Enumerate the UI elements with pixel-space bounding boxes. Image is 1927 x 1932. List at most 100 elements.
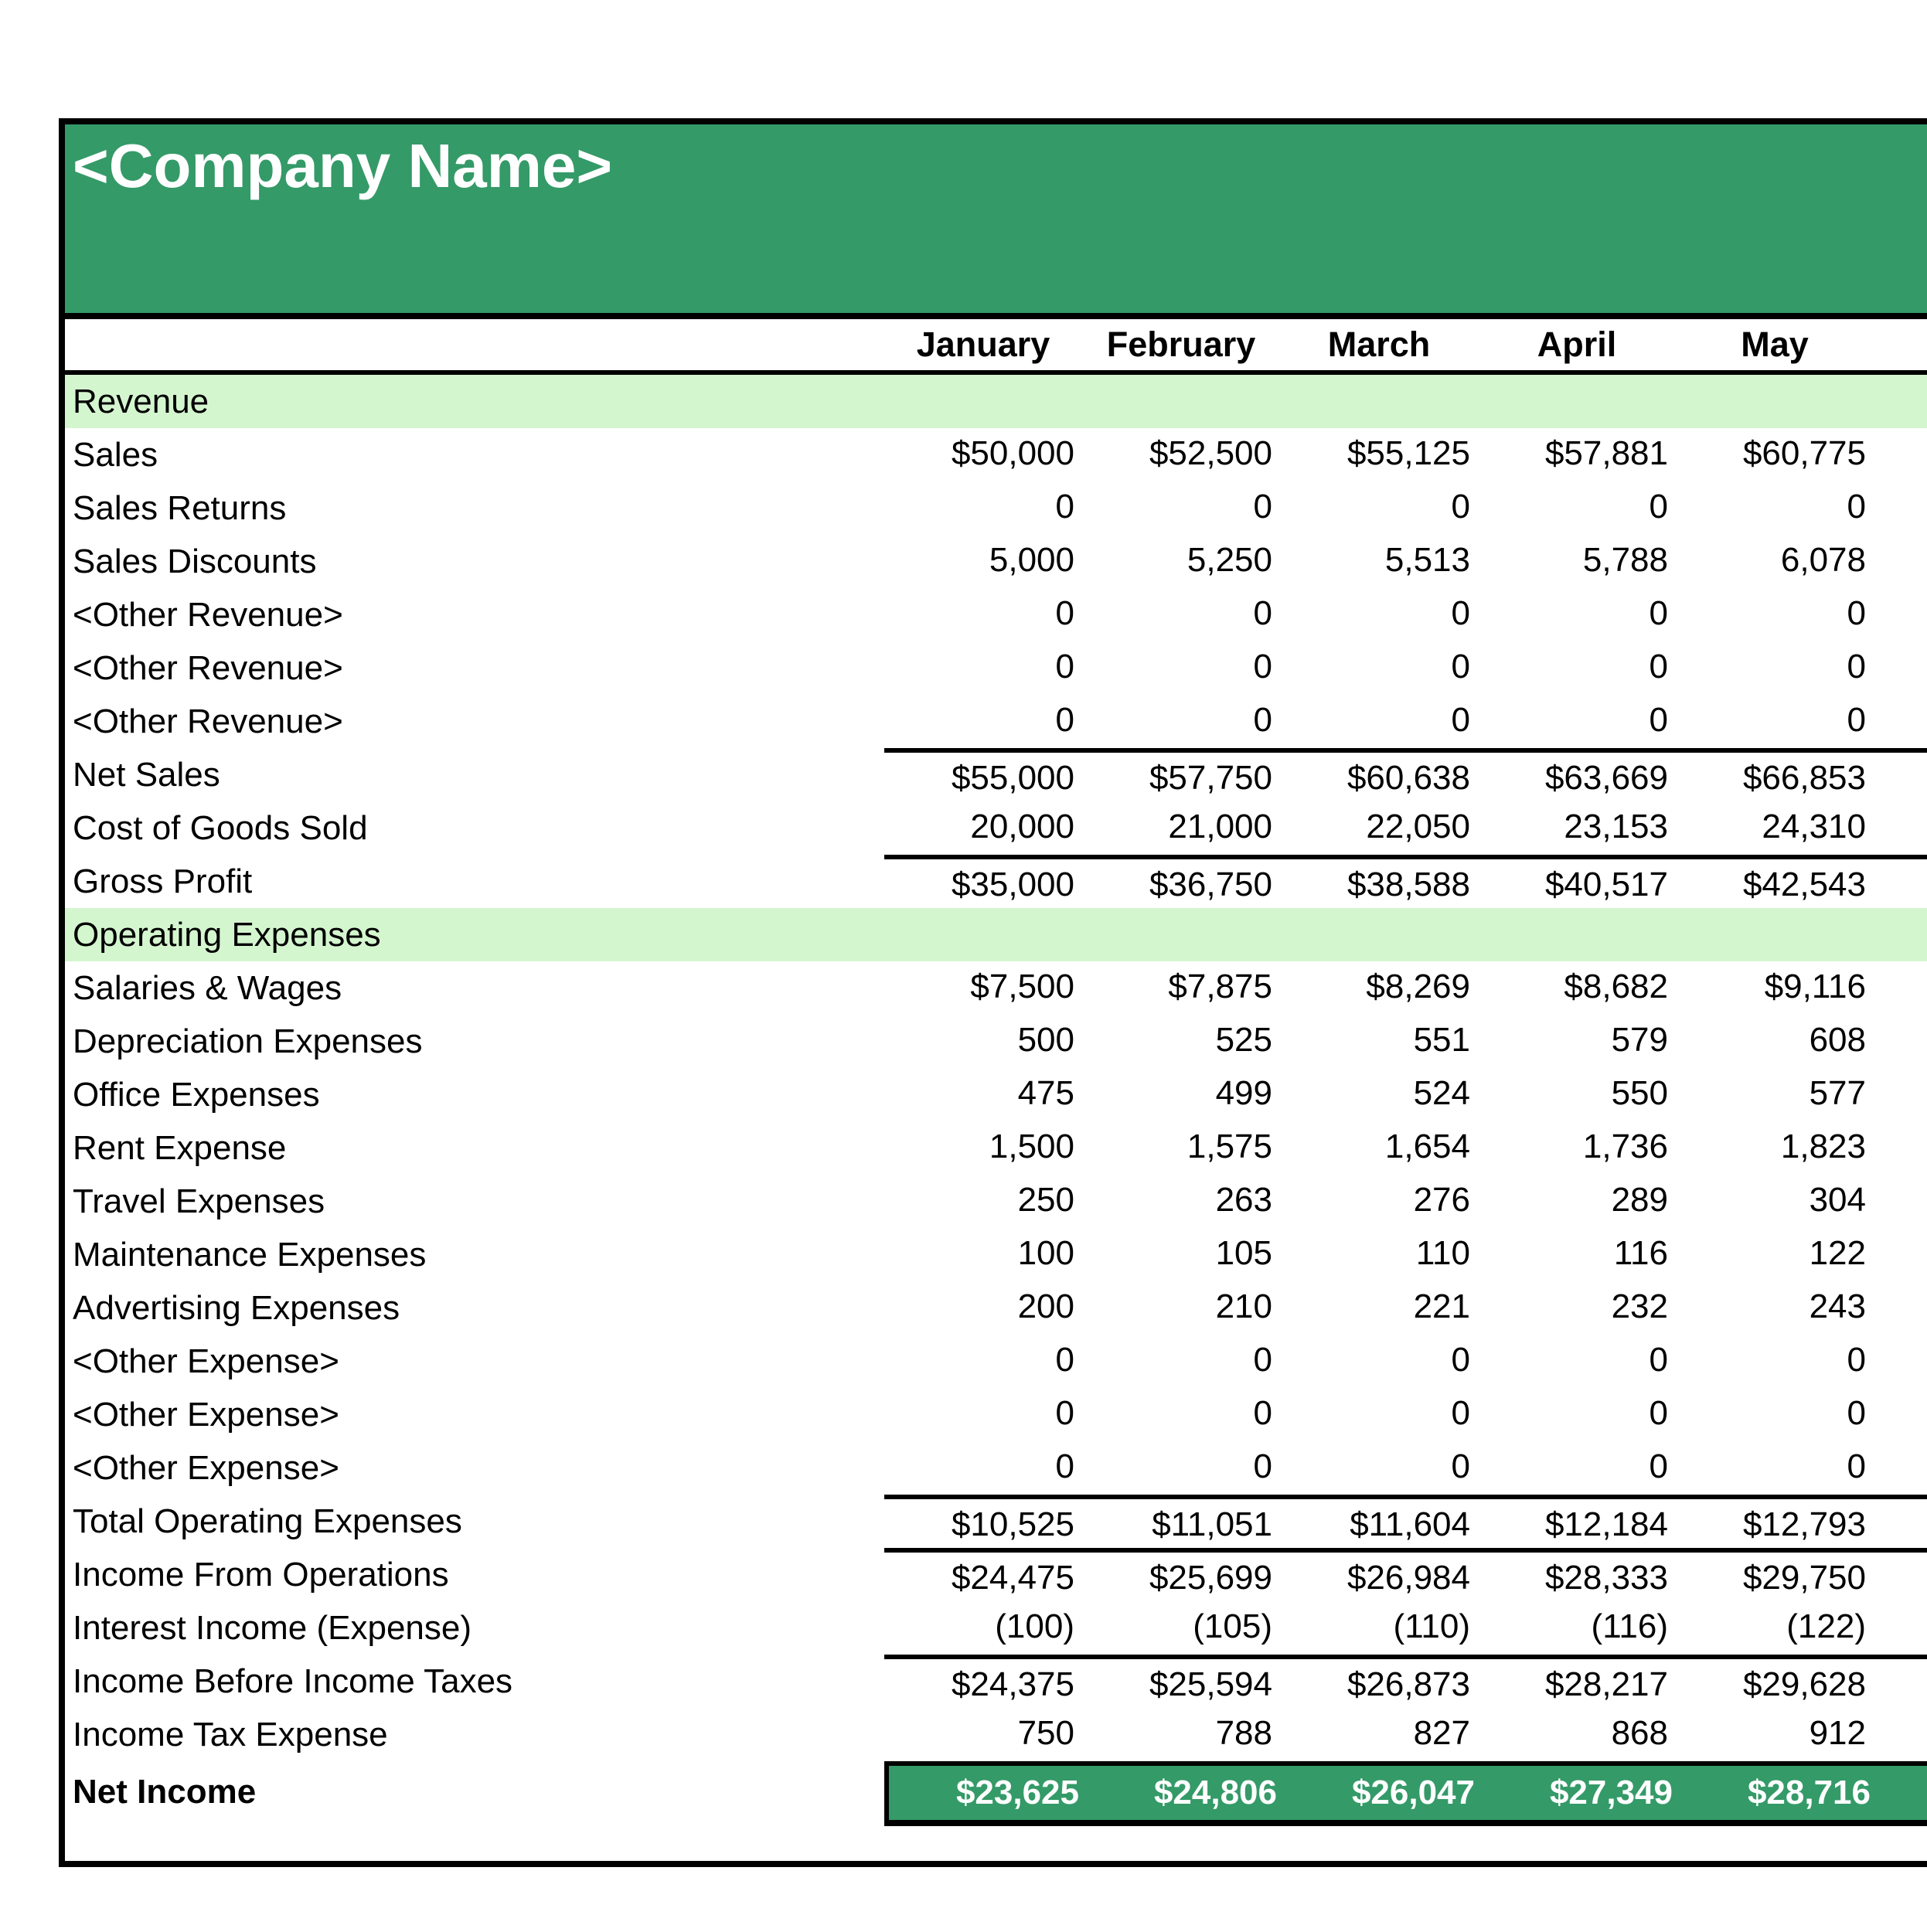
cropped-column-stub [1874, 641, 1927, 695]
row-label: Travel Expenses [73, 1182, 325, 1220]
value-cell: 827 [1413, 1714, 1470, 1752]
cropped-column-stub [1874, 1175, 1927, 1228]
value-cell: 868 [1611, 1714, 1668, 1752]
data-row: Cost of Goods Sold 20,000 21,000 22,050 23,1… [65, 801, 1927, 855]
value-cell: $50,000 [951, 434, 1074, 472]
value-cell: $23,625 [955, 1774, 1079, 1811]
section-header-row: Revenue [65, 375, 1927, 428]
data-row: Advertising Expenses 200 210 221 232 243 [65, 1281, 1927, 1335]
row-label: Salaries & Wages [73, 969, 342, 1007]
value-cell: $60,638 [1347, 759, 1470, 797]
cropped-column-stub [1874, 753, 1927, 801]
data-row: <Other Expense> 0 0 0 0 0 [65, 1335, 1927, 1388]
row-label: Income From Operations [73, 1556, 449, 1594]
value-cell: $42,543 [1742, 866, 1866, 903]
cropped-column-stub [1874, 1499, 1927, 1548]
row-label: Depreciation Expenses [73, 1022, 423, 1060]
data-row: Sales $50,000 $52,500 $55,125 $57,881 $60,775 [65, 428, 1927, 481]
value-cell: (122) [1786, 1607, 1866, 1645]
value-cell: $8,682 [1564, 968, 1668, 1005]
row-values: (100) (105) (110) (116) (122) [884, 1601, 1927, 1655]
data-row: Interest Income (Expense) (100) (105) (110)… [65, 1601, 1927, 1655]
row-values: 0 0 0 0 0 [884, 695, 1927, 748]
value-cell: $11,051 [1152, 1505, 1272, 1543]
value-cell: 0 [1451, 1341, 1470, 1379]
value-cell: 525 [1215, 1021, 1272, 1059]
table-body: Revenue Sales $50,000 $52,500 $55,125 $57,881… [65, 375, 1927, 1826]
value-cell: $57,750 [1149, 759, 1272, 797]
cropped-column-stub [1874, 859, 1927, 908]
value-cell: $28,217 [1544, 1665, 1668, 1703]
row-label: Gross Profit [73, 862, 253, 900]
data-row: Income Before Income Taxes $24,375 $25,594… [65, 1655, 1927, 1708]
value-cell: $9,116 [1764, 968, 1866, 1005]
value-cell: (105) [1193, 1607, 1272, 1645]
data-row: Gross Profit $35,000 $36,750 $38,588 $40,517… [65, 855, 1927, 908]
value-cell: 0 [1253, 701, 1272, 739]
data-row: <Other Revenue> 0 0 0 0 0 [65, 588, 1927, 641]
row-values: 750 788 827 868 912 [884, 1708, 1927, 1761]
value-cell: 5,000 [989, 541, 1074, 579]
cropped-column-stub [1874, 1659, 1927, 1708]
value-cell: $66,853 [1742, 759, 1866, 797]
data-row: Sales Returns 0 0 0 0 0 [65, 481, 1927, 535]
value-cell: $24,475 [951, 1559, 1074, 1597]
value-cell: 20,000 [970, 808, 1074, 845]
value-cell: 122 [1809, 1234, 1866, 1272]
value-cell: 0 [1649, 1447, 1668, 1485]
value-cell: 1,736 [1582, 1128, 1668, 1165]
row-values: 20,000 21,000 22,050 23,153 24,310 [884, 801, 1927, 855]
value-cell: 0 [1253, 488, 1272, 526]
value-cell: 21,000 [1168, 808, 1272, 845]
cropped-column-stub [1874, 481, 1927, 535]
row-label: <Other Revenue> [73, 596, 343, 634]
value-cell: 0 [1055, 701, 1074, 739]
value-cell: 0 [1253, 1341, 1272, 1379]
value-cell: $25,594 [1149, 1665, 1272, 1703]
data-row: <Other Revenue> 0 0 0 0 0 [65, 695, 1927, 748]
data-row: Salaries & Wages $7,500 $7,875 $8,269 $8,682… [65, 961, 1927, 1015]
value-cell: 1,575 [1187, 1128, 1272, 1165]
value-cell: 1,823 [1780, 1128, 1866, 1165]
value-cell: $55,125 [1347, 434, 1470, 472]
value-cell: 579 [1611, 1021, 1668, 1059]
value-cell: 105 [1215, 1234, 1272, 1272]
company-banner: <Company Name> [65, 124, 1927, 319]
cropped-column-stub [1874, 535, 1927, 588]
row-values: 1,500 1,575 1,654 1,736 1,823 [884, 1121, 1927, 1175]
value-cell: 23,153 [1564, 808, 1668, 845]
value-cell: $11,604 [1350, 1505, 1470, 1543]
value-cell: $8,269 [1366, 968, 1470, 1005]
value-cell: $38,588 [1347, 866, 1470, 903]
value-cell: 0 [1055, 1447, 1074, 1485]
row-label: Operating Expenses [73, 916, 381, 954]
row-label: Total Operating Expenses [73, 1502, 462, 1540]
row-label: <Other Revenue> [73, 702, 343, 740]
value-cell: $52,500 [1149, 434, 1272, 472]
value-cell: $24,806 [1153, 1774, 1277, 1811]
value-cell: $35,000 [951, 866, 1074, 903]
data-row: Income Tax Expense 750 788 827 868 912 [65, 1708, 1927, 1761]
value-cell: 1,500 [989, 1128, 1074, 1165]
cropped-column-stub [1874, 801, 1927, 855]
value-cell: $63,669 [1544, 759, 1668, 797]
row-values: $55,000 $57,750 $60,638 $63,669 $66,853 [884, 748, 1927, 801]
data-row: Office Expenses 475 499 524 550 577 [65, 1068, 1927, 1121]
value-cell: (116) [1591, 1607, 1668, 1645]
row-label: Rent Expense [73, 1129, 287, 1167]
column-header-march: March [1327, 325, 1431, 364]
value-cell: $10,525 [951, 1505, 1074, 1543]
value-cell: 0 [1253, 1394, 1272, 1432]
row-values: 0 0 0 0 0 [884, 641, 1927, 695]
row-label: <Other Expense> [73, 1396, 339, 1434]
value-cell: 0 [1847, 1341, 1866, 1379]
value-cell: 232 [1611, 1287, 1668, 1325]
value-cell: 608 [1809, 1021, 1866, 1059]
row-label: Sales Returns [73, 489, 287, 527]
value-cell: 24,310 [1762, 808, 1866, 845]
value-cell: 550 [1611, 1074, 1668, 1112]
value-cell: 276 [1413, 1181, 1470, 1219]
row-values: 200 210 221 232 243 [884, 1281, 1927, 1335]
row-label: Advertising Expenses [73, 1289, 400, 1327]
row-values: $7,500 $7,875 $8,269 $8,682 $9,116 [884, 961, 1927, 1015]
